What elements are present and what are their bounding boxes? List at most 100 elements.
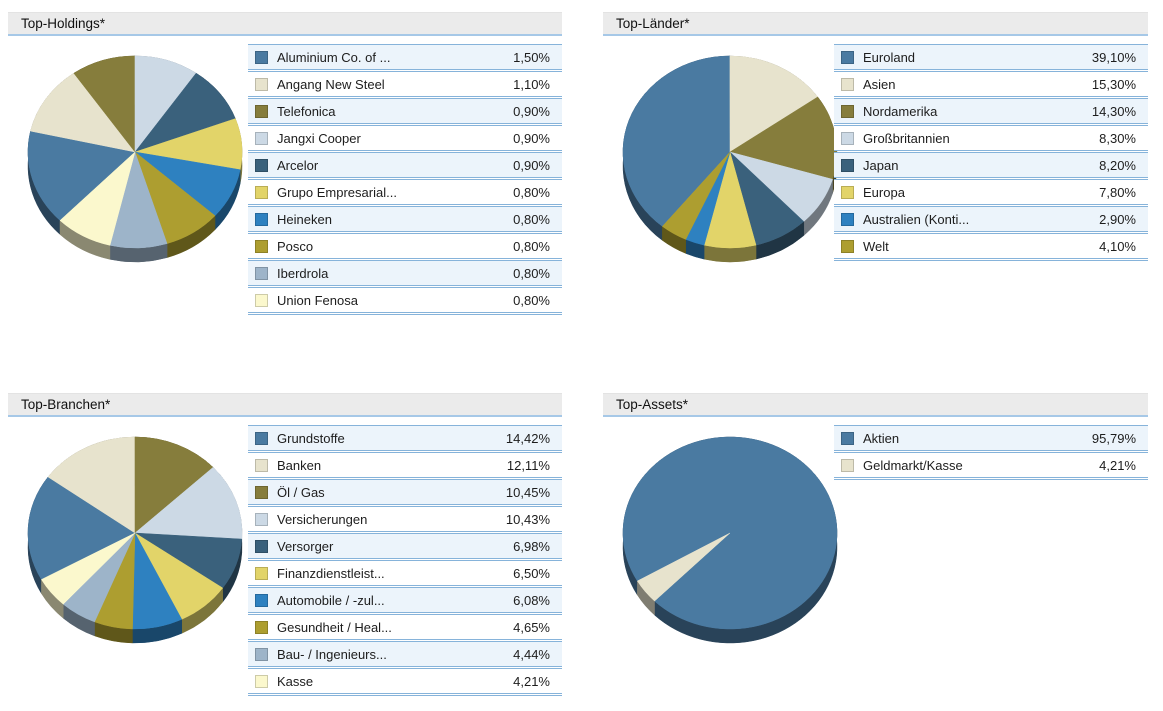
legend-swatch-icon [255, 485, 268, 499]
legend-label: Arcelor [277, 157, 319, 173]
legend-swatch-icon [255, 647, 268, 661]
legend-value: 0,90% [513, 130, 550, 146]
legend-branchen: Grundstoffe 14,42% Banken 12,11% Öl / Gas 10,… [248, 425, 562, 696]
legend-label: Japan [863, 157, 899, 173]
legend-swatch-icon [255, 77, 268, 91]
legend-label: Banken [277, 457, 322, 473]
panel-title: Top-Branchen* [21, 397, 111, 412]
panel-title: Top-Länder* [616, 16, 690, 31]
legend-value: 14,42% [505, 430, 550, 446]
legend-label: Euroland [863, 49, 916, 65]
legend-swatch-icon [841, 158, 854, 172]
legend-row: Öl / Gas 10,45% [248, 479, 562, 505]
legend-value: 0,80% [513, 184, 550, 200]
legend-label: Iberdrola [277, 265, 329, 281]
legend-row: Großbritannien 8,30% [834, 125, 1148, 151]
legend-value: 0,90% [513, 103, 550, 119]
legend-swatch-icon [841, 185, 854, 199]
legend-row: Bau- / Ingenieurs... 4,44% [248, 641, 562, 667]
legend-swatch-icon [841, 77, 854, 91]
legend-row: Iberdrola 0,80% [248, 260, 562, 286]
legend-label: Aktien [863, 430, 900, 446]
legend-laender: Euroland 39,10% Asien 15,30% Nordamerika 14,3… [834, 44, 1148, 261]
pie-chart-holdings [27, 55, 243, 263]
legend-value: 4,65% [513, 619, 550, 635]
pie-slice [636, 532, 731, 602]
panel-header: Top-Branchen* [8, 393, 562, 417]
legend-label: Gesundheit / Heal... [277, 619, 392, 635]
legend-swatch-icon [841, 239, 854, 253]
pie-slice [134, 436, 214, 534]
legend-value: 0,80% [513, 292, 550, 308]
legend-value: 6,50% [513, 565, 550, 581]
legend-label: Telefonica [277, 103, 336, 119]
legend-row: Telefonica 0,90% [248, 98, 562, 124]
legend-row: Grundstoffe 14,42% [248, 425, 562, 451]
legend-row: Versorger 6,98% [248, 533, 562, 559]
legend-swatch-icon [841, 50, 854, 64]
legend-label: Automobile / -zul... [277, 592, 385, 608]
legend-row: Jangxi Cooper 0,90% [248, 125, 562, 151]
legend-swatch-icon [255, 239, 268, 253]
pie-slice [729, 55, 819, 153]
legend-swatch-icon [255, 620, 268, 634]
legend-label: Versorger [277, 538, 334, 554]
pie-chart-laender [622, 55, 838, 263]
legend-value: 0,80% [513, 265, 550, 281]
legend-row: Kasse 4,21% [248, 668, 562, 694]
legend-value: 15,30% [1091, 76, 1136, 92]
legend-row: Europa 7,80% [834, 179, 1148, 205]
legend-row: Japan 8,20% [834, 152, 1148, 178]
legend-value: 0,80% [513, 211, 550, 227]
legend-label: Finanzdienstleist... [277, 565, 385, 581]
pie-slice [30, 72, 136, 153]
legend-row: Arcelor 0,90% [248, 152, 562, 178]
panel-header: Top-Länder* [603, 12, 1148, 36]
panel-title: Top-Assets* [616, 397, 689, 412]
legend-swatch-icon [255, 674, 268, 688]
legend-label: Bau- / Ingenieurs... [277, 646, 387, 662]
legend-swatch-icon [255, 293, 268, 307]
legend-swatch-icon [255, 539, 268, 553]
legend-value: 7,80% [1099, 184, 1136, 200]
legend-row: Aktien 95,79% [834, 425, 1148, 451]
legend-label: Grundstoffe [277, 430, 345, 446]
legend-row: Asien 15,30% [834, 71, 1148, 97]
legend-row: Gesundheit / Heal... 4,65% [248, 614, 562, 640]
panel-top-branchen: Top-Branchen* Grundstoffe 14,42% Banken 12,… [8, 393, 562, 705]
legend-value: 2,90% [1099, 211, 1136, 227]
pie-slice [47, 436, 136, 534]
legend-swatch-icon [841, 431, 854, 445]
legend-row: Automobile / -zul... 6,08% [248, 587, 562, 613]
legend-value: 95,79% [1091, 430, 1136, 446]
panel-top-holdings: Top-Holdings* Aluminium Co. of ... 1,50% A… [8, 12, 562, 342]
legend-value: 8,20% [1099, 157, 1136, 173]
legend-value: 6,08% [513, 592, 550, 608]
legend-holdings: Aluminium Co. of ... 1,50% Angang New Stee… [248, 44, 562, 315]
panel-header: Top-Holdings* [8, 12, 562, 36]
legend-value: 4,21% [513, 673, 550, 689]
legend-value: 0,80% [513, 238, 550, 254]
legend-assets: Aktien 95,79% Geldmarkt/Kasse 4,21% [834, 425, 1148, 480]
legend-label: Europa [863, 184, 905, 200]
legend-swatch-icon [255, 158, 268, 172]
legend-label: Aluminium Co. of ... [277, 49, 391, 65]
panel-title: Top-Holdings* [21, 16, 106, 31]
legend-label: Asien [863, 76, 896, 92]
legend-value: 14,30% [1091, 103, 1136, 119]
legend-value: 1,50% [513, 49, 550, 65]
legend-row: Grupo Empresarial... 0,80% [248, 179, 562, 205]
legend-value: 0,90% [513, 157, 550, 173]
legend-row: Aluminium Co. of ... 1,50% [248, 44, 562, 70]
legend-label: Öl / Gas [277, 484, 325, 500]
pie-slice [134, 467, 243, 540]
legend-value: 4,21% [1099, 457, 1136, 473]
legend-row: Heineken 0,80% [248, 206, 562, 232]
legend-label: Angang New Steel [277, 76, 385, 92]
legend-label: Jangxi Cooper [277, 130, 361, 146]
legend-swatch-icon [255, 185, 268, 199]
legend-value: 4,10% [1099, 238, 1136, 254]
legend-label: Großbritannien [863, 130, 950, 146]
legend-row: Geldmarkt/Kasse 4,21% [834, 452, 1148, 478]
pie-slice [661, 151, 731, 240]
